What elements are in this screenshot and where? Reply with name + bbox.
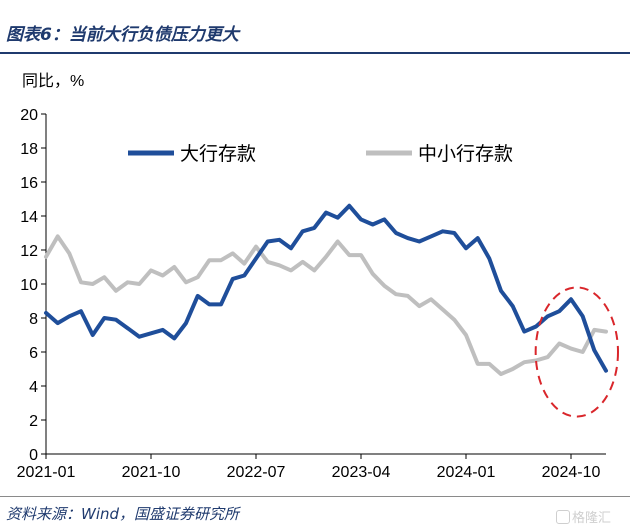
y-tick-label: 18 [20, 141, 38, 158]
x-tick-label: 2021-10 [122, 464, 181, 481]
x-axis: 2021-01 2021-10 2022-07 2023-04 2024-01 2024-… [17, 454, 601, 481]
y-tick-label: 0 [29, 447, 38, 464]
x-tick-label: 2023-04 [332, 464, 391, 481]
figure-title: 图表6：当前大行负债压力更大 [6, 25, 239, 45]
figure-source: 资料来源：Wind，国盛证券研究所 [6, 505, 240, 523]
y-tick-label: 20 [20, 107, 38, 124]
y-tick-label: 10 [20, 277, 38, 294]
y-tick-label: 12 [20, 243, 38, 260]
source-divider [0, 496, 630, 497]
x-tick-label: 2022-07 [227, 464, 286, 481]
y-axis: 0 2 4 6 8 10 12 14 16 18 20 [20, 107, 46, 464]
y-axis-label: 同比，% [22, 72, 84, 90]
title-divider [0, 52, 630, 54]
y-tick-label: 4 [29, 379, 38, 396]
x-tick-label: 2021-01 [17, 464, 76, 481]
highlight-ellipse [534, 286, 619, 418]
watermark-logo-icon [556, 510, 570, 524]
y-tick-label: 8 [29, 311, 38, 328]
legend-label-small-banks: 中小行存款 [418, 143, 513, 165]
x-tick-label: 2024-10 [542, 464, 601, 481]
watermark: 格隆汇 [556, 507, 611, 526]
legend-label-large-banks: 大行存款 [180, 143, 256, 165]
y-tick-label: 16 [20, 175, 38, 192]
y-tick-label: 2 [29, 413, 38, 430]
y-tick-label: 6 [29, 345, 38, 362]
y-tick-label: 14 [20, 209, 38, 226]
legend: 大行存款 中小行存款 [128, 143, 513, 165]
watermark-text: 格隆汇 [572, 511, 612, 526]
series-line-large-banks [44, 203, 608, 373]
series-line-small-banks [44, 234, 608, 377]
x-tick-label: 2024-01 [437, 464, 496, 481]
series-layer [44, 203, 608, 377]
